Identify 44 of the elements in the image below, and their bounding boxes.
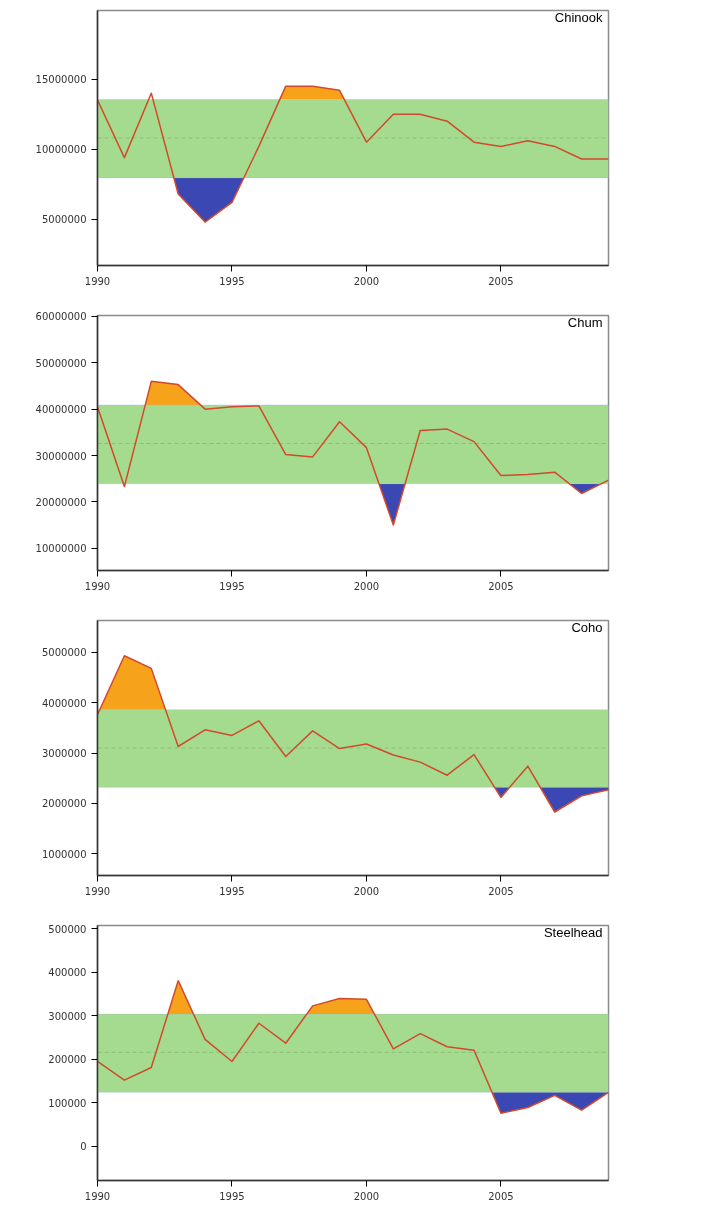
y-tick-label: 0 [80,1141,87,1153]
x-tick-label: 1995 [219,580,245,592]
chart-title: Chinook [554,9,603,25]
line-series [97,655,609,813]
y-tick-label: 3000000 [41,748,87,760]
x-tick-label: 1990 [84,580,111,592]
chart-title: Steelhead [543,924,603,940]
y-tick-label: 60000000 [35,311,87,323]
y-tick-label: 50000000 [35,357,87,369]
x-tick-label: 2005 [488,1190,514,1202]
x-tick-label: 2000 [353,275,380,287]
y-tick-label: 2000000 [41,798,87,810]
y-tick-label: 200000 [48,1054,87,1066]
y-tick-label: 1000000 [41,848,87,860]
x-tick-label: 1995 [219,275,245,287]
y-tick-label: 10000000 [35,144,87,156]
y-tick-label: 5000000 [41,647,87,659]
line-series [97,979,609,1114]
y-tick-label: 40000000 [35,404,87,416]
chart-title: Chum [567,314,603,330]
y-tick-label: 4000000 [41,697,87,709]
chart-title: Coho [571,619,603,635]
x-tick-label: 1990 [84,885,111,897]
y-tick-label: 15000000 [35,74,87,86]
x-tick-label: 2005 [488,885,514,897]
line-series [97,380,609,526]
y-tick-label: 100000 [48,1097,87,1109]
x-tick-label: 1995 [219,1190,245,1202]
x-tick-label: 1990 [84,275,111,287]
x-tick-label: 1995 [219,885,245,897]
x-tick-label: 2005 [488,275,514,287]
y-tick-label: 300000 [48,1010,87,1022]
y-tick-label: 400000 [48,967,87,979]
y-tick-label: 20000000 [35,496,87,508]
y-tick-label: 30000000 [35,450,87,462]
y-tick-label: 10000000 [35,543,87,555]
x-tick-label: 2000 [353,885,380,897]
x-tick-label: 1990 [84,1190,111,1202]
y-tick-label: 5000000 [41,214,87,226]
y-tick-label: 500000 [48,923,87,935]
line-series [97,85,609,223]
x-tick-label: 2005 [488,580,514,592]
x-tick-label: 2000 [353,580,380,592]
x-tick-label: 2000 [353,1190,380,1202]
